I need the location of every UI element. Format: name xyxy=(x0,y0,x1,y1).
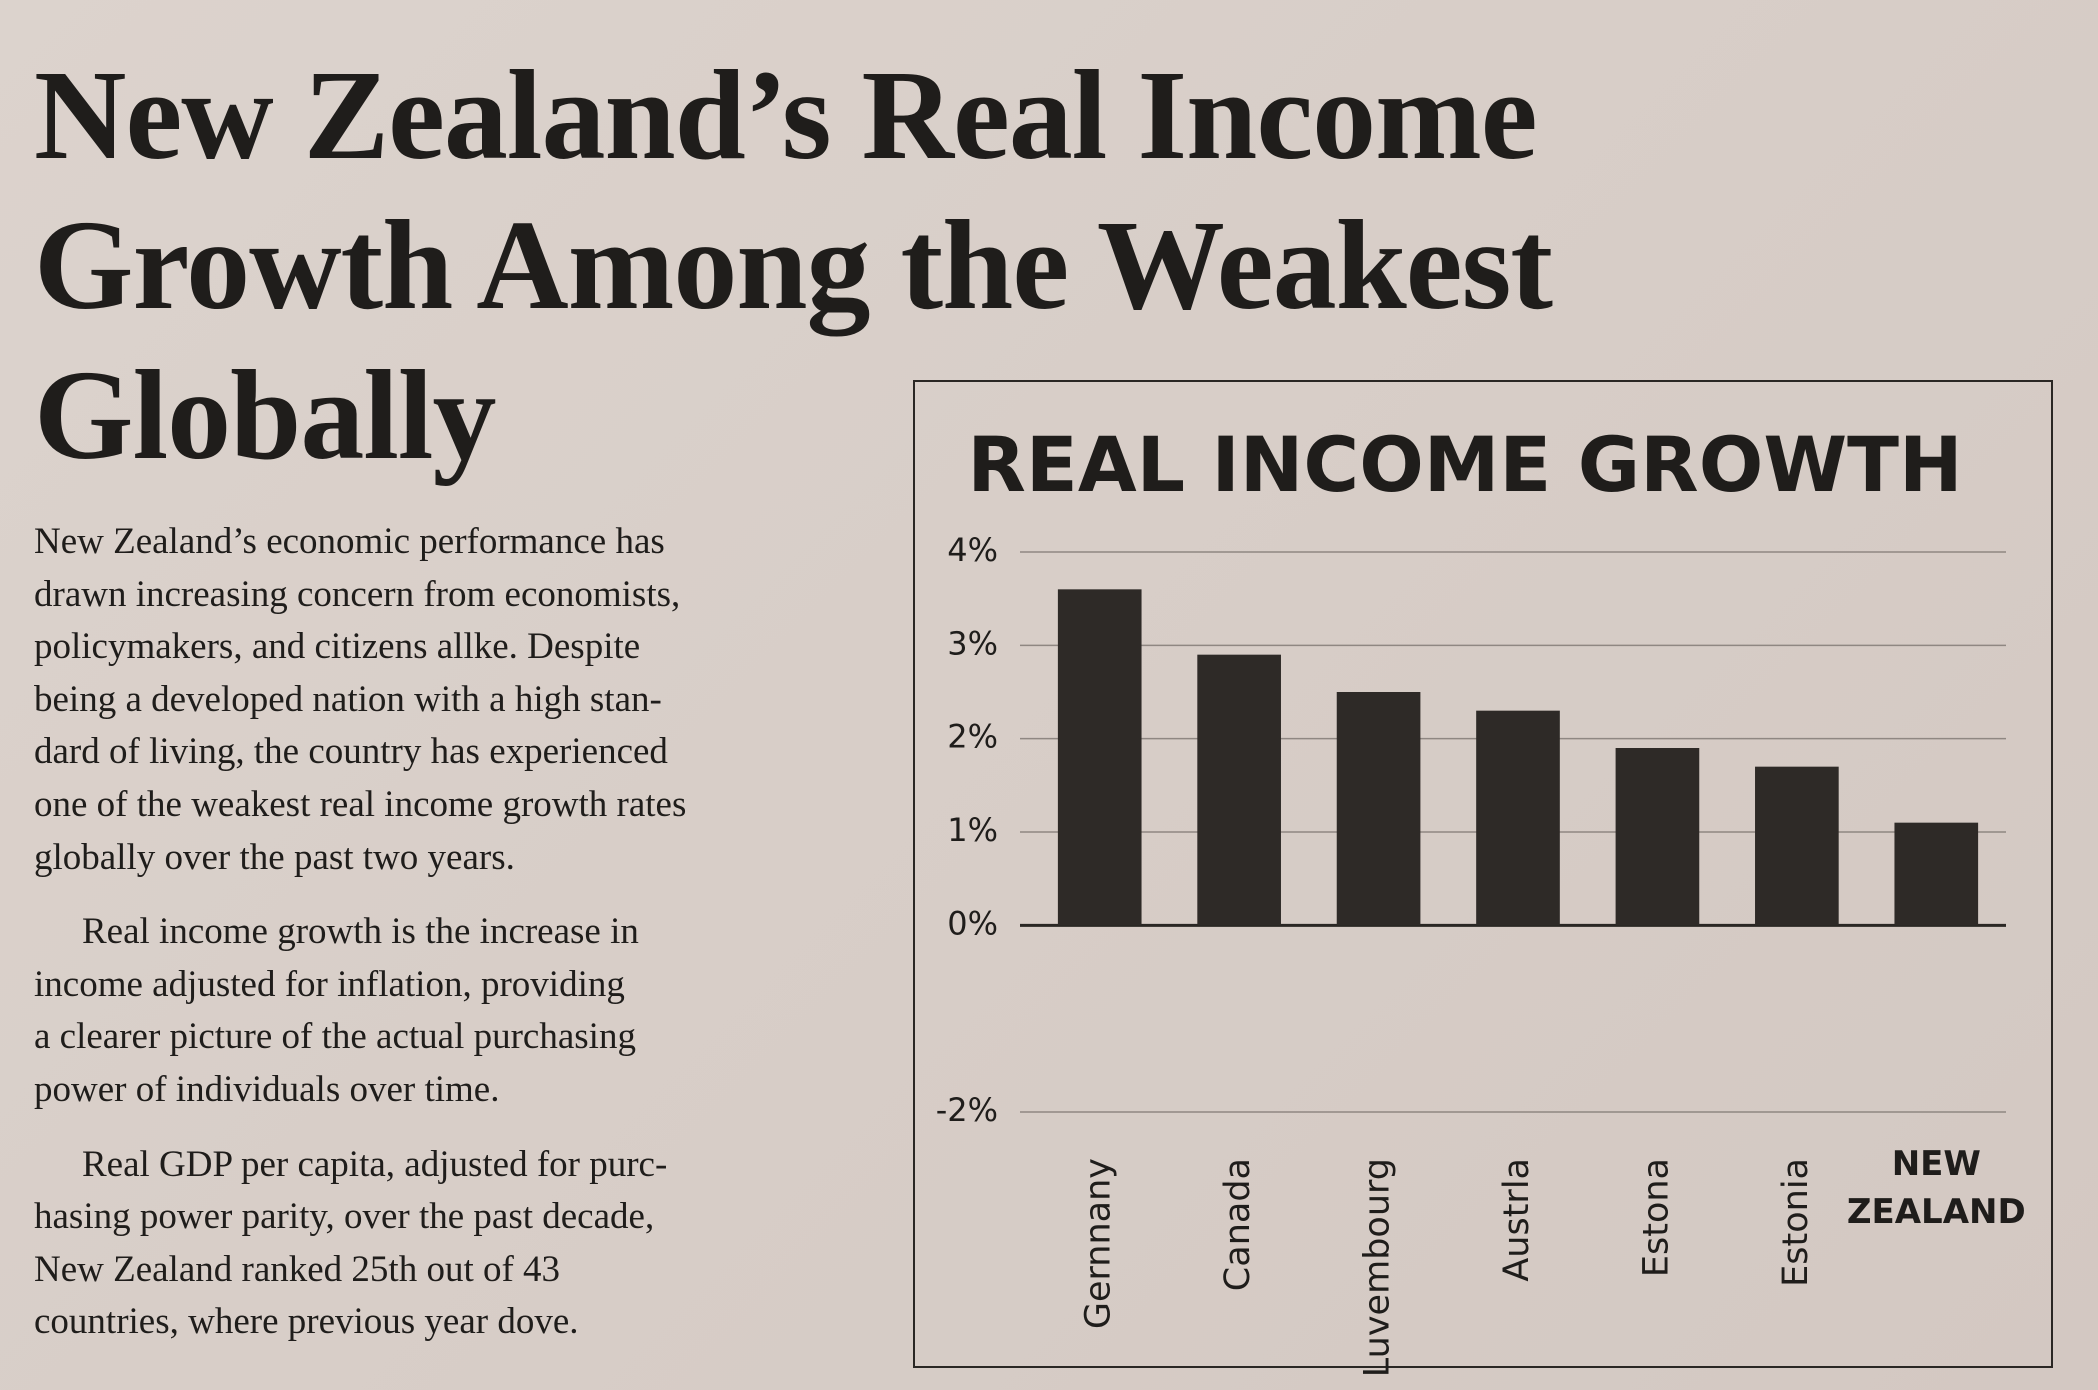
y-tick-label: 4% xyxy=(947,531,998,569)
text-line: being a developed nation with a high sta… xyxy=(34,678,662,720)
headline-line: New Zealand’s Real Income xyxy=(34,44,1538,186)
text-line: Real GDP per capita, adjusted for purc- xyxy=(82,1143,668,1185)
paragraph: Real GDP per capita, adjusted for purc-h… xyxy=(34,1139,894,1349)
paragraph: Real income growth is the increase in inc… xyxy=(34,906,894,1116)
text-line: globally over the past two years. xyxy=(34,836,515,878)
text-line: income adjusted for inflation, providing xyxy=(34,963,625,1005)
x-tick-label: NEW ZEALAND xyxy=(1847,1144,2026,1232)
y-tick-label: 1% xyxy=(947,811,998,849)
x-tick-label: Estonia xyxy=(1776,1158,1816,1287)
chart-frame xyxy=(913,380,2053,1368)
paragraph: New Zealand’s economic performance has dr… xyxy=(34,516,894,884)
x-tick-label: Estona xyxy=(1636,1158,1676,1277)
bar xyxy=(1057,589,1142,926)
y-tick-label: 2% xyxy=(947,718,998,756)
y-tick-label: 0% xyxy=(947,904,998,942)
headline-line: Globally xyxy=(34,344,496,486)
headline: New Zealand’s Real Income Growth Among th… xyxy=(34,40,1553,490)
bar xyxy=(1336,692,1421,926)
x-tick-label: Gernnany xyxy=(1079,1158,1119,1329)
x-tick-label: Luvembourg xyxy=(1358,1158,1398,1377)
text-line: dard of living, the country has experien… xyxy=(34,731,668,773)
bar xyxy=(1615,748,1700,926)
text-line: New Zealand’s economic performance has xyxy=(34,521,665,562)
x-tick-label: Austrla xyxy=(1497,1158,1537,1282)
x-tick-label: Canada xyxy=(1218,1158,1258,1291)
text-line: policymakers, and citizens allke. Despit… xyxy=(34,626,641,668)
text-line: hasing power parity, over the past decad… xyxy=(34,1196,655,1238)
text-line: one of the weakest real income growth ra… xyxy=(34,783,687,825)
text-line: a clearer picture of the actual purchasi… xyxy=(34,1016,636,1058)
y-tick-label: 3% xyxy=(947,624,998,662)
text-line: countries, where previous year dove. xyxy=(34,1301,579,1343)
bar xyxy=(1197,654,1281,926)
text-line: power of individuals over time. xyxy=(34,1068,500,1110)
bar xyxy=(1894,822,1979,926)
article: New Zealand’s economic performance has dr… xyxy=(34,516,894,1371)
text-line: Real income growth is the increase in xyxy=(82,911,639,953)
headline-line: Growth Among the Weakest xyxy=(34,194,1553,336)
bar xyxy=(1476,710,1560,926)
bar xyxy=(1755,766,1839,926)
y-tick-label: -2% xyxy=(936,1091,998,1129)
text-line: New Zealand ranked 25th out of 43 xyxy=(34,1248,561,1290)
chart-title: REAL INCOME GROWTH xyxy=(967,420,1962,509)
text-line: drawn increasing concern from economists… xyxy=(34,573,681,615)
